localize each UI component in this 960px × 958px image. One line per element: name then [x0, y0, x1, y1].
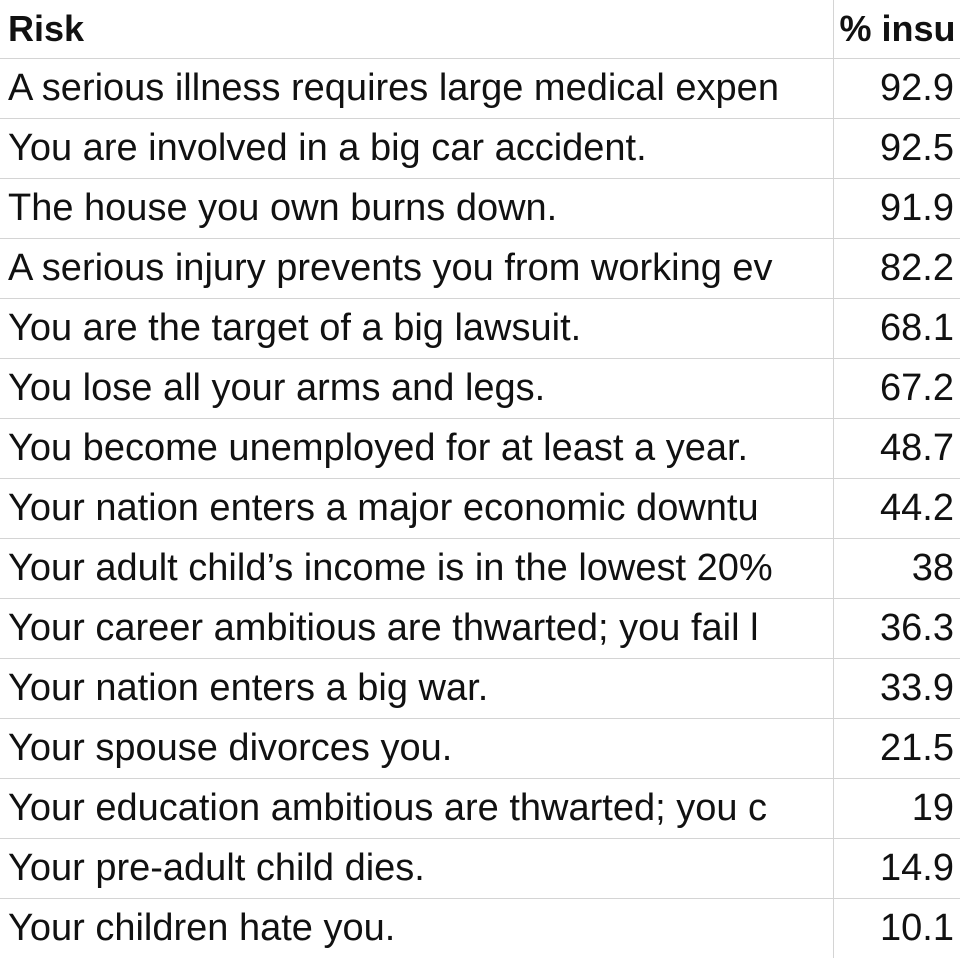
percent-insured-cell[interactable]: 19	[832, 777, 960, 839]
table-row: Your nation enters a major economic down…	[0, 477, 960, 539]
risk-cell[interactable]: A serious injury prevents you from worki…	[0, 237, 834, 299]
table-row: Your children hate you. 10.1	[0, 897, 960, 958]
header-cell-percent-insured[interactable]: % insu	[832, 0, 960, 59]
table-row: Your spouse divorces you. 21.5	[0, 717, 960, 779]
header-row: Risk % insu	[0, 0, 960, 59]
risk-cell[interactable]: Your nation enters a big war.	[0, 657, 834, 719]
risk-cell[interactable]: Your nation enters a major economic down…	[0, 477, 834, 539]
percent-insured-cell[interactable]: 91.9	[832, 177, 960, 239]
table-row: You lose all your arms and legs. 67.2	[0, 357, 960, 419]
header-cell-risk[interactable]: Risk	[0, 0, 834, 59]
table-row: A serious illness requires large medical…	[0, 57, 960, 119]
table-row: You are the target of a big lawsuit. 68.1	[0, 297, 960, 359]
percent-insured-cell[interactable]: 21.5	[832, 717, 960, 779]
percent-insured-cell[interactable]: 44.2	[832, 477, 960, 539]
risk-cell[interactable]: Your adult child’s income is in the lowe…	[0, 537, 834, 599]
risk-cell[interactable]: A serious illness requires large medical…	[0, 57, 834, 119]
risk-cell[interactable]: Your career ambitious are thwarted; you …	[0, 597, 834, 659]
percent-insured-cell[interactable]: 10.1	[832, 897, 960, 958]
percent-insured-cell[interactable]: 38	[832, 537, 960, 599]
risk-cell[interactable]: Your pre-adult child dies.	[0, 837, 834, 899]
risk-cell[interactable]: You are the target of a big lawsuit.	[0, 297, 834, 359]
percent-insured-cell[interactable]: 68.1	[832, 297, 960, 359]
percent-insured-cell[interactable]: 48.7	[832, 417, 960, 479]
table-row: Your pre-adult child dies. 14.9	[0, 837, 960, 899]
percent-insured-cell[interactable]: 14.9	[832, 837, 960, 899]
percent-insured-cell[interactable]: 82.2	[832, 237, 960, 299]
risk-cell[interactable]: Your spouse divorces you.	[0, 717, 834, 779]
table-row: You become unemployed for at least a yea…	[0, 417, 960, 479]
table-row: A serious injury prevents you from worki…	[0, 237, 960, 299]
table-row: Your career ambitious are thwarted; you …	[0, 597, 960, 659]
risk-cell[interactable]: You are involved in a big car accident.	[0, 117, 834, 179]
table-row: The house you own burns down. 91.9	[0, 177, 960, 239]
risk-cell[interactable]: You become unemployed for at least a yea…	[0, 417, 834, 479]
table-row: Your nation enters a big war. 33.9	[0, 657, 960, 719]
risk-cell[interactable]: The house you own burns down.	[0, 177, 834, 239]
percent-insured-cell[interactable]: 92.9	[832, 57, 960, 119]
percent-insured-cell[interactable]: 36.3	[832, 597, 960, 659]
table-row: You are involved in a big car accident. 9…	[0, 117, 960, 179]
risk-cell[interactable]: Your education ambitious are thwarted; y…	[0, 777, 834, 839]
table-row: Your adult child’s income is in the lowe…	[0, 537, 960, 599]
percent-insured-cell[interactable]: 92.5	[832, 117, 960, 179]
table-body: A serious illness requires large medical…	[0, 57, 960, 958]
risk-cell[interactable]: You lose all your arms and legs.	[0, 357, 834, 419]
percent-insured-cell[interactable]: 67.2	[832, 357, 960, 419]
percent-insured-cell[interactable]: 33.9	[832, 657, 960, 719]
risk-cell[interactable]: Your children hate you.	[0, 897, 834, 958]
table-row: Your education ambitious are thwarted; y…	[0, 777, 960, 839]
